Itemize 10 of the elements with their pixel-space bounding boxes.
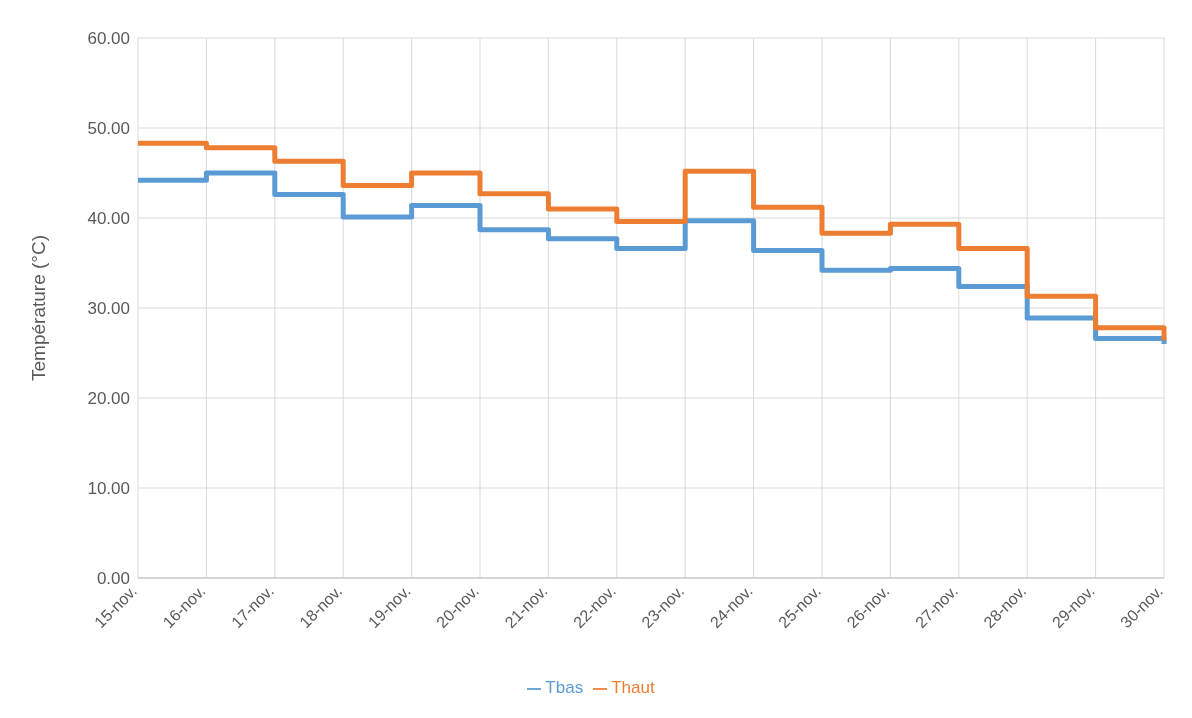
- y-axis-title: Température (°C): [27, 235, 49, 381]
- legend-label: Tbas: [545, 678, 584, 697]
- y-tick-label: 20.00: [87, 389, 130, 409]
- y-tick-label: 10.00: [87, 479, 130, 499]
- y-tick-label: 30.00: [87, 299, 130, 319]
- legend-label: Thaut: [611, 678, 655, 697]
- y-tick-label: 0.00: [96, 569, 130, 589]
- y-tick-label: 40.00: [87, 209, 130, 229]
- y-tick-label: 50.00: [87, 119, 130, 139]
- y-tick-label: 60.00: [87, 29, 130, 49]
